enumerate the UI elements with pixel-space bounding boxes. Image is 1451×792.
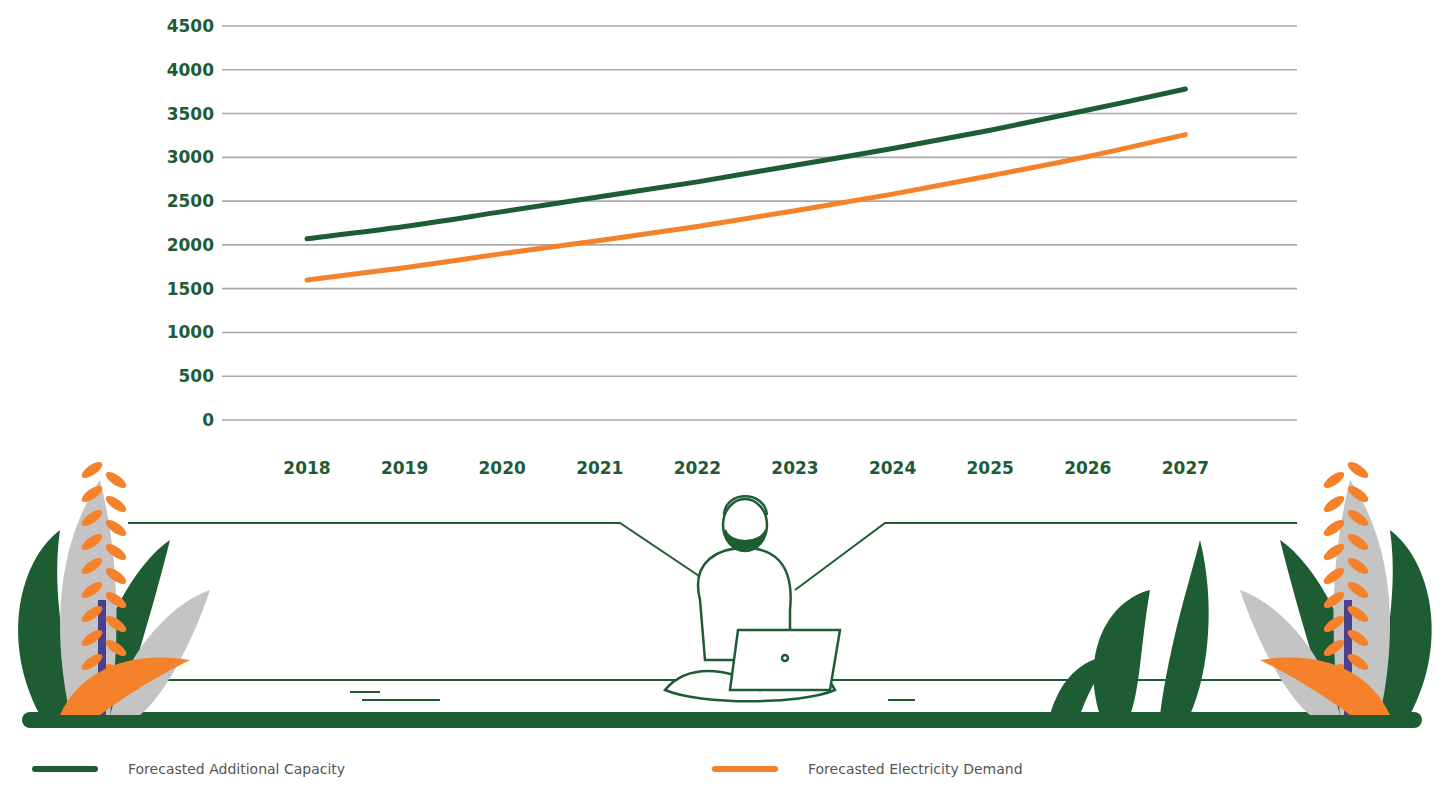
leaf xyxy=(1321,637,1346,659)
leaf xyxy=(103,469,128,491)
grid-line xyxy=(222,113,1297,115)
beard xyxy=(725,530,766,549)
leaf xyxy=(79,555,104,577)
leaf xyxy=(79,627,104,649)
laptop xyxy=(730,630,840,690)
x-tick-label: 2025 xyxy=(967,458,1014,478)
grid-line xyxy=(222,69,1297,71)
chart: 0 500 1000 1500 2000 2500 3000 3500 4000 4500 2018… xyxy=(0,0,1451,792)
x-tick-label: 2027 xyxy=(1162,458,1209,478)
leaf xyxy=(1345,507,1370,529)
x-tick-label: 2021 xyxy=(576,458,623,478)
leaf xyxy=(1321,517,1346,539)
grid-line xyxy=(222,200,1297,202)
leaf xyxy=(1321,589,1346,611)
leaf xyxy=(1321,469,1346,491)
deco-line xyxy=(350,691,380,693)
leaf xyxy=(103,637,128,659)
illustration xyxy=(18,459,1432,728)
legend-swatch xyxy=(715,766,775,772)
leaf xyxy=(1160,540,1209,715)
legend-swatch xyxy=(35,766,95,772)
leaf xyxy=(79,531,104,553)
hair xyxy=(724,496,767,515)
leaf xyxy=(1345,627,1370,649)
x-tick-label: 2026 xyxy=(1064,458,1111,478)
x-tick-label: 2022 xyxy=(674,458,721,478)
grid-line xyxy=(222,244,1297,246)
x-tick-label: 2020 xyxy=(479,458,526,478)
leaf xyxy=(1345,603,1370,625)
y-tick-label: 3500 xyxy=(167,104,214,124)
plant xyxy=(1240,459,1432,715)
leaf xyxy=(1094,590,1150,715)
leaf xyxy=(1345,459,1370,481)
leaf xyxy=(1321,613,1346,635)
leaf xyxy=(1321,565,1346,587)
deco-line xyxy=(362,699,440,701)
x-tick-label: 2018 xyxy=(283,458,330,478)
grid-line xyxy=(222,332,1297,334)
plant xyxy=(18,459,210,715)
leaf xyxy=(60,657,190,715)
y-tick-label: 500 xyxy=(179,366,215,386)
leaf xyxy=(1321,493,1346,515)
leaf xyxy=(1345,651,1370,673)
legend-label: Forecasted Additional Capacity xyxy=(128,761,345,777)
person xyxy=(665,496,840,701)
leaf xyxy=(1345,483,1370,505)
y-tick-label: 2000 xyxy=(167,235,214,255)
grid-line xyxy=(222,288,1297,290)
laptop-logo xyxy=(782,655,788,661)
y-tick-label: 4500 xyxy=(167,16,214,36)
grid-line xyxy=(222,157,1297,159)
legend-label: Forecasted Electricity Demand xyxy=(808,761,1023,777)
grid-line xyxy=(222,25,1297,27)
plot-area xyxy=(307,89,1185,280)
x-tick-label: 2019 xyxy=(381,458,428,478)
y-tick-label: 0 xyxy=(202,410,214,430)
leaf xyxy=(79,651,104,673)
leaf xyxy=(79,603,104,625)
leaf xyxy=(1345,555,1370,577)
deco-line xyxy=(888,699,915,701)
series-line xyxy=(307,135,1185,280)
leaf xyxy=(103,565,128,587)
leaf xyxy=(1345,579,1370,601)
leaf xyxy=(1050,655,1110,715)
deco-line xyxy=(795,523,1297,590)
x-tick-label: 2024 xyxy=(869,458,916,478)
leaf xyxy=(103,517,128,539)
deco-line xyxy=(128,523,720,590)
y-tick-label: 1000 xyxy=(167,322,214,342)
legend: Forecasted Additional Capacity Forecasted… xyxy=(35,761,1023,777)
y-tick-label: 1500 xyxy=(167,279,214,299)
y-tick-label: 3000 xyxy=(167,147,214,167)
grid-line xyxy=(222,419,1297,421)
leaf xyxy=(79,579,104,601)
leaf xyxy=(1321,541,1346,563)
leaf xyxy=(103,613,128,635)
leaf xyxy=(103,493,128,515)
head xyxy=(723,499,767,551)
grid-line xyxy=(222,375,1297,377)
leaf xyxy=(103,541,128,563)
leaf xyxy=(79,483,104,505)
y-tick-label: 4000 xyxy=(167,60,214,80)
leaf xyxy=(79,459,104,481)
leaf xyxy=(103,589,128,611)
x-tick-label: 2023 xyxy=(771,458,818,478)
leaf xyxy=(1260,657,1390,715)
leaf xyxy=(1345,531,1370,553)
leaf xyxy=(79,507,104,529)
ground xyxy=(22,712,1422,728)
y-tick-label: 2500 xyxy=(167,191,214,211)
